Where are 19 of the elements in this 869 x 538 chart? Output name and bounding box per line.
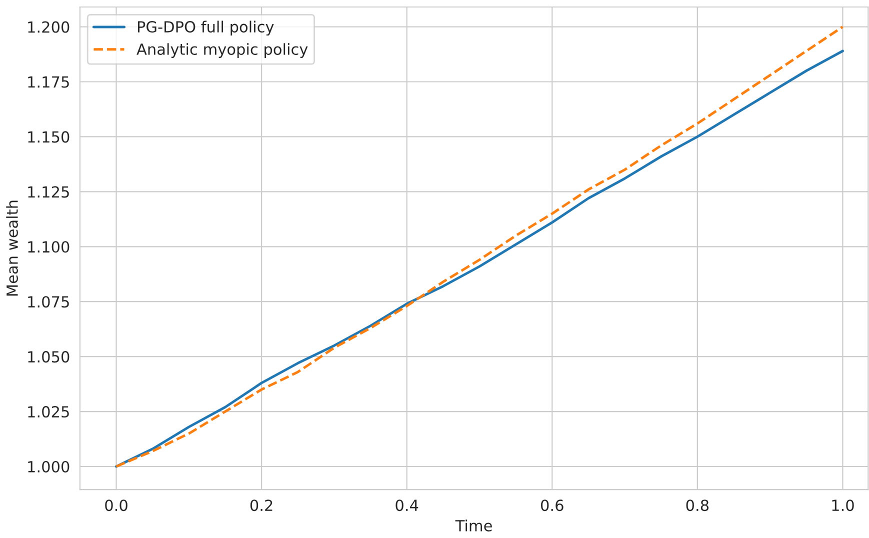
y-axis-title: Mean wealth (6, 200, 18, 296)
x-tick-label: 0.2 (250, 500, 272, 512)
y-tick-label: 1.025 (28, 406, 69, 418)
y-tick-label: 1.125 (28, 186, 69, 198)
x-tick-label: 0.6 (540, 500, 564, 512)
y-tick-label: 1.100 (28, 241, 70, 253)
y-tick-label: 1.050 (28, 351, 70, 363)
x-axis-title: Time (455, 520, 492, 532)
legend-label: Analytic myopic policy (136, 43, 308, 58)
y-tick-label: 1.150 (28, 131, 70, 143)
y-tick-label: 1.175 (28, 76, 69, 88)
x-tick-label: 0.0 (105, 500, 128, 512)
legend-label: PG-DPO full policy (138, 20, 274, 36)
x-tick-label: 0.8 (686, 500, 709, 512)
y-tick-label: 1.000 (28, 460, 70, 473)
x-tick-label: 0.4 (396, 500, 418, 512)
y-tick-label: 1.200 (28, 21, 70, 33)
x-tick-label: 1.0 (832, 500, 854, 512)
y-tick-label: 1.075 (28, 296, 69, 308)
